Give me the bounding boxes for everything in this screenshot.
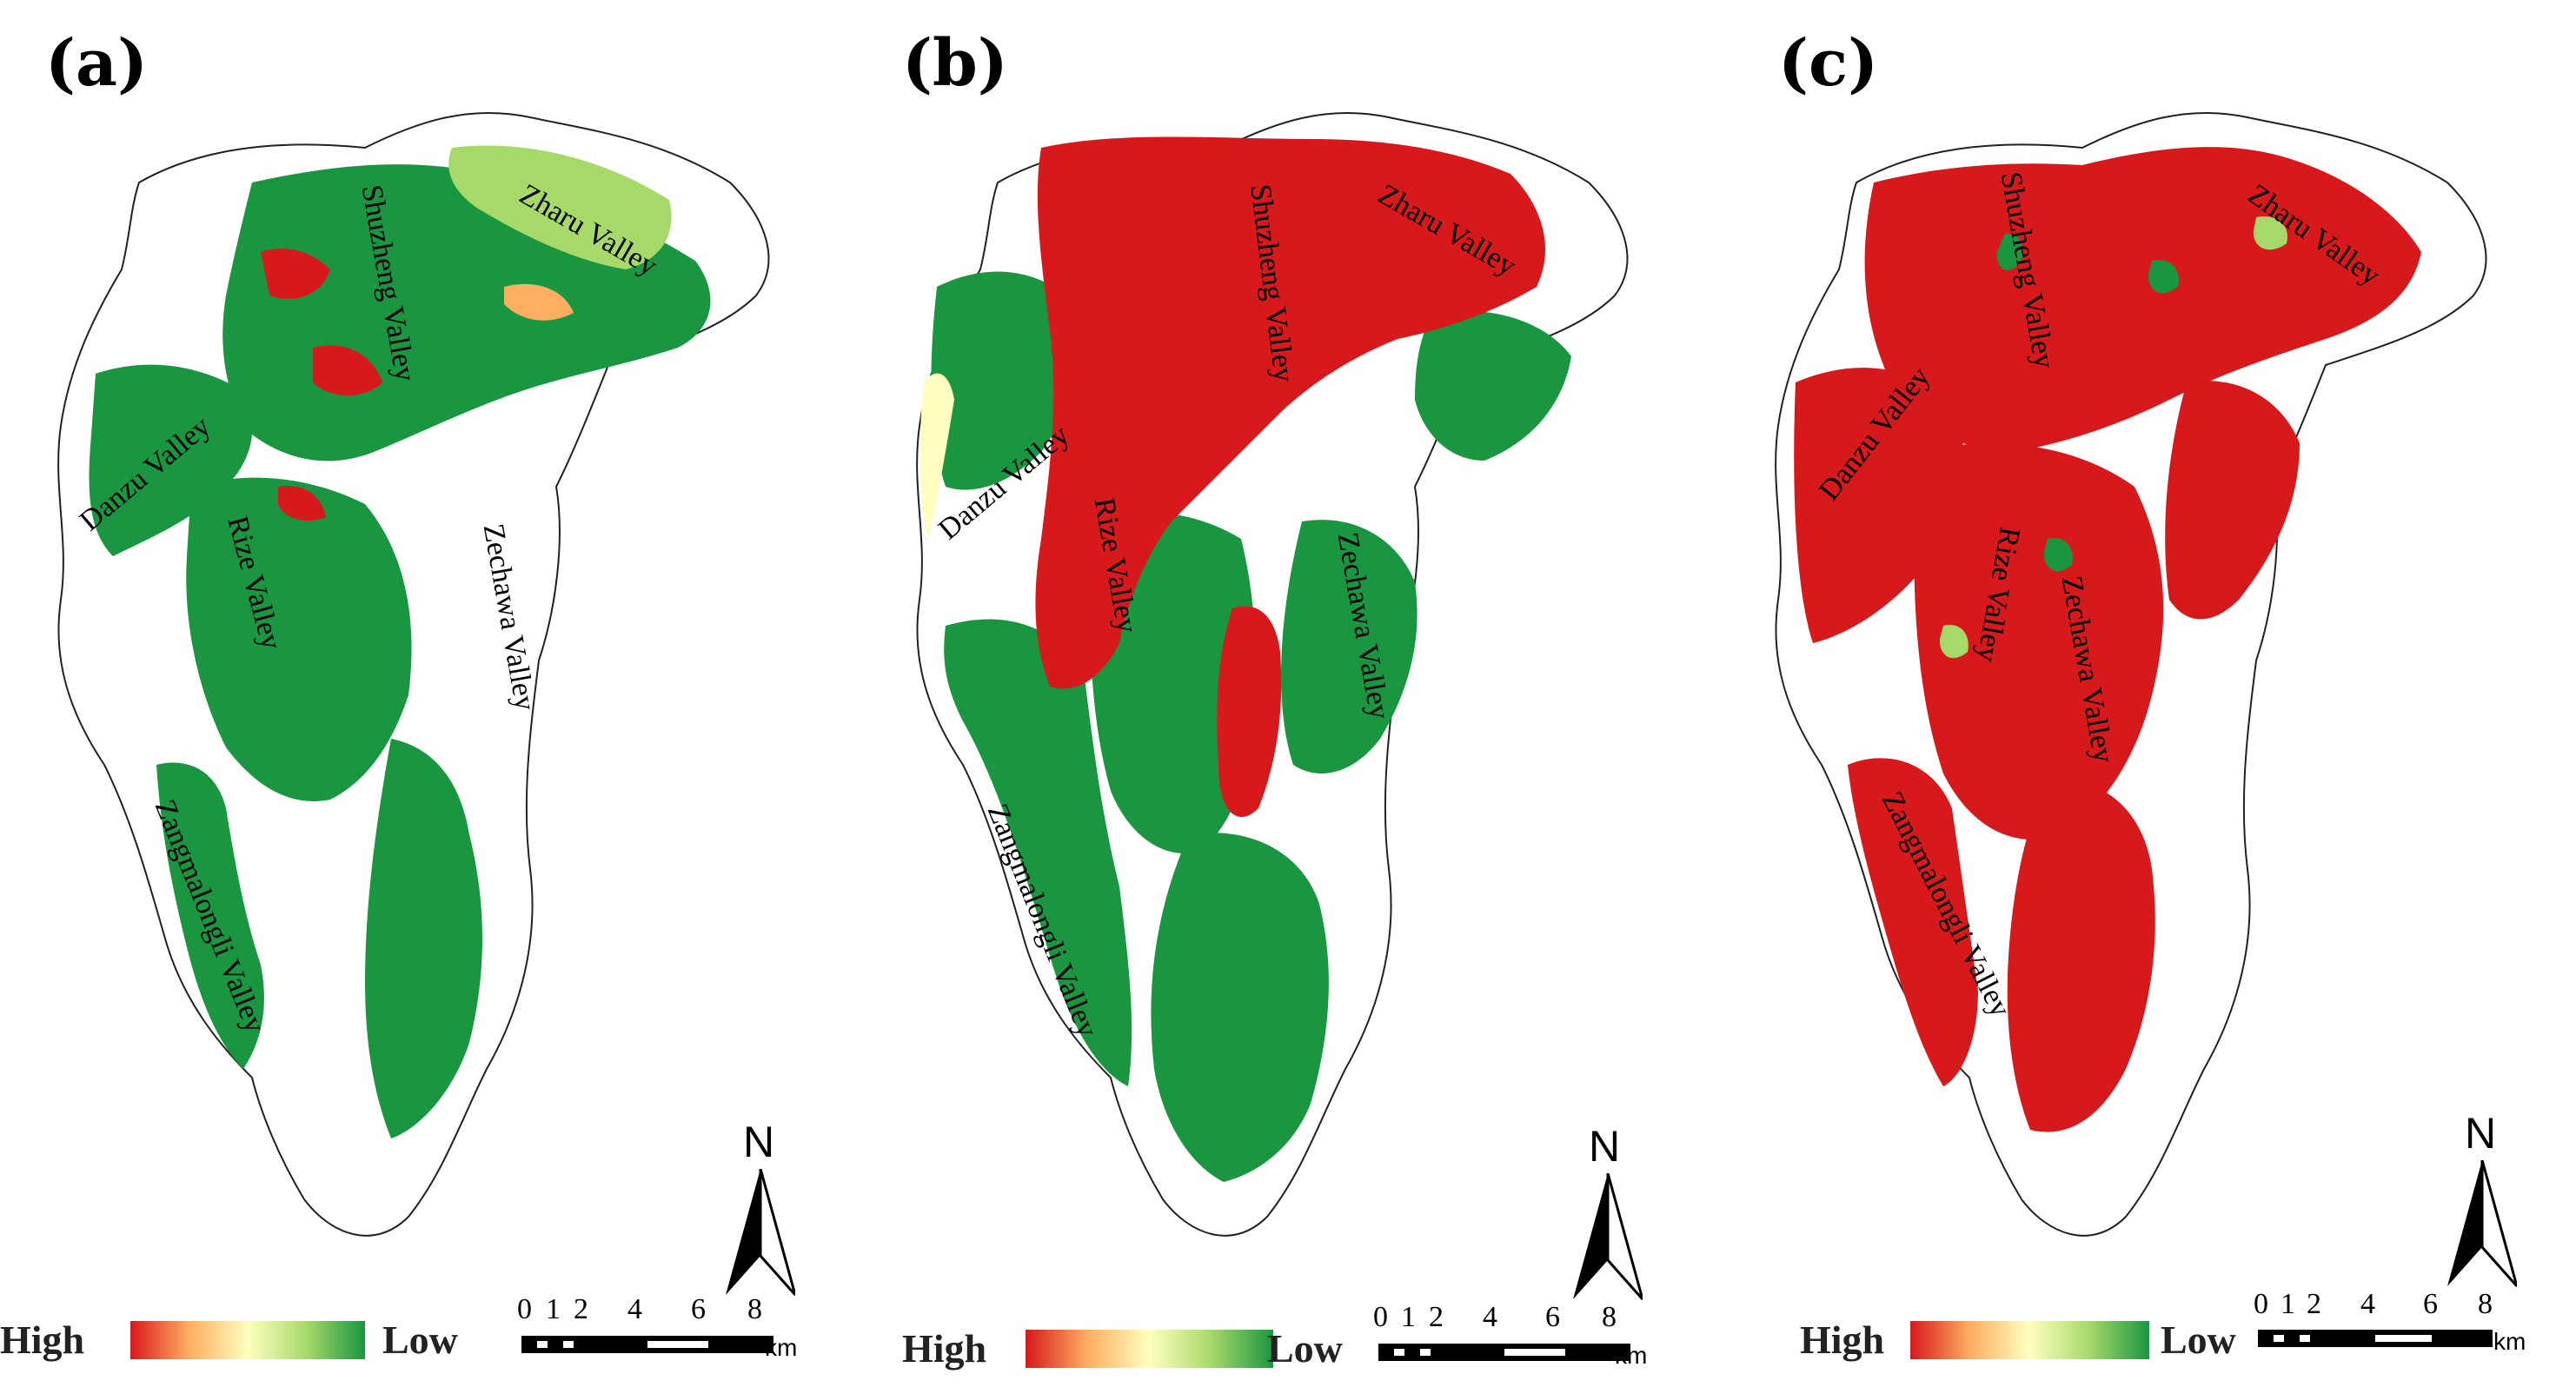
north-arrow-icon	[726, 1169, 795, 1296]
legend-low: Low	[2161, 1318, 2236, 1362]
panel-a: (a) Zharu Valley Shuzheng Valley Danzu V…	[0, 0, 859, 1394]
scale-tick: 4	[627, 1293, 642, 1325]
scale-bar	[1378, 1344, 1630, 1361]
scale-tick: 8	[2478, 1288, 2493, 1320]
legend-low: Low	[382, 1318, 458, 1362]
legend-high: High	[1800, 1318, 1885, 1362]
northeast-green	[1415, 310, 1571, 461]
green-streak-2	[2148, 260, 2179, 294]
map-a	[57, 111, 770, 1237]
scale-tick: 6	[1545, 1301, 1560, 1333]
west-red	[1794, 368, 1963, 643]
scale-tick: 2	[574, 1293, 588, 1325]
green-streak-3	[2043, 538, 2073, 572]
high-core	[1035, 136, 1545, 689]
west-zone	[89, 364, 253, 556]
pale-streak-2	[1939, 625, 1969, 659]
central-zone	[186, 477, 412, 801]
red-patch-1	[261, 249, 330, 299]
high-strip	[1217, 606, 1282, 817]
watershed-boundary	[57, 111, 770, 1237]
southwest-red	[1848, 758, 1978, 1086]
scale-tick: 1	[546, 1293, 561, 1325]
scale-unit: km	[1615, 1342, 1648, 1369]
scale-tick: 8	[1602, 1301, 1617, 1333]
legend-ramp	[1026, 1330, 1273, 1368]
legend-ramp	[1910, 1321, 2149, 1359]
scale-tick: 4	[1483, 1301, 1497, 1333]
legend-ramp	[130, 1321, 365, 1359]
south-green	[1151, 833, 1329, 1182]
susceptibility-fill	[920, 136, 1571, 1182]
scale-tick: 6	[691, 1293, 706, 1325]
map-c	[1775, 111, 2487, 1237]
east-green	[1281, 520, 1417, 773]
panel-c: (c) Zharu Valley Shuzheng Valley Danzu V…	[1717, 0, 2576, 1394]
scale-bar	[521, 1336, 773, 1353]
susceptibility-fill	[89, 145, 711, 1138]
legend-high: High	[902, 1326, 987, 1371]
panel-label: (b)	[902, 26, 1008, 101]
legend-high: High	[0, 1318, 85, 1362]
south-red	[2007, 780, 2155, 1132]
north-arrow-label: N	[743, 1118, 775, 1166]
map-b	[916, 111, 1629, 1237]
scale-tick: 6	[2423, 1288, 2438, 1320]
west-green	[931, 271, 1079, 490]
southwest-zone	[156, 762, 264, 1069]
panel-label: (a)	[45, 26, 148, 101]
scale-tick: 8	[747, 1293, 762, 1325]
watershed-boundary	[916, 111, 1629, 1237]
scale-tick: 0	[1373, 1301, 1388, 1333]
pale-streak-1	[2253, 216, 2287, 250]
scale-tick: 2	[2307, 1288, 2321, 1320]
scale-tick: 0	[2254, 1288, 2268, 1320]
scale-tick: 4	[2360, 1288, 2375, 1320]
central-red	[1914, 443, 2164, 840]
red-patch-2	[313, 345, 382, 395]
scale-tick: 1	[2281, 1288, 2295, 1320]
panel-label: (c)	[1778, 26, 1879, 101]
light-patch	[504, 283, 574, 321]
scale-tick: 1	[1401, 1301, 1416, 1333]
panel-b: (b) Zharu Valley Shuzheng Valley Danzu V…	[859, 0, 1717, 1394]
susceptibility-fill	[1794, 147, 2421, 1132]
watershed-boundary	[1775, 111, 2487, 1237]
north-arrow-label: N	[2465, 1109, 2497, 1158]
scale-tick: 0	[517, 1293, 532, 1325]
pale-zone	[448, 145, 672, 269]
scale-tick: 2	[1429, 1301, 1444, 1333]
south-zone	[365, 739, 482, 1138]
north-arrow-icon	[2447, 1160, 2517, 1287]
green-streak-1	[1996, 234, 2023, 270]
red-patch-3	[278, 486, 326, 521]
east-red	[2165, 381, 2300, 620]
north-arrow-label: N	[1589, 1122, 1621, 1171]
legend-low: Low	[1267, 1326, 1343, 1371]
southwest-green	[944, 619, 1132, 1086]
north-arrow-icon	[1573, 1173, 1643, 1300]
light-edge	[920, 373, 954, 539]
scale-unit: km	[2493, 1328, 2526, 1355]
scale-unit: km	[765, 1334, 798, 1361]
scale-bar	[2258, 1330, 2493, 1347]
